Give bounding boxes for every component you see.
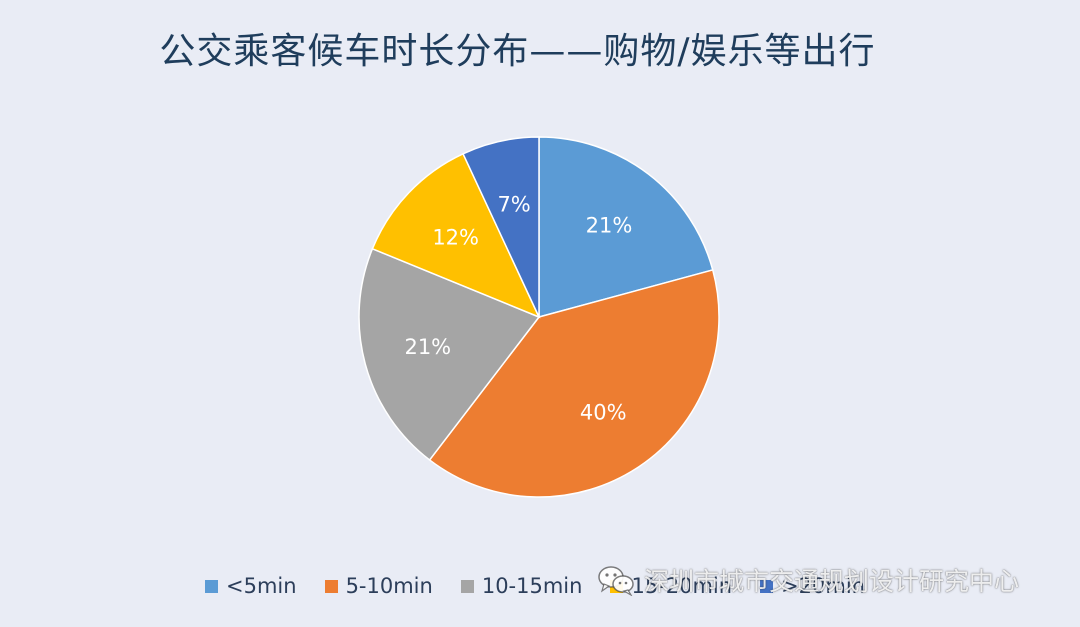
legend-swatch xyxy=(460,579,474,593)
legend-item-lt5: <5min xyxy=(205,574,297,598)
data-label-lt5: 21% xyxy=(586,214,633,238)
legend-label: 10-15min xyxy=(481,574,583,598)
legend-label: <5min xyxy=(226,574,297,598)
data-label-5-10: 40% xyxy=(580,401,627,425)
pie-slice-10-15 xyxy=(358,247,541,461)
pie-slice-15-20 xyxy=(371,152,541,319)
legend-item-10-15: 10-15min xyxy=(460,574,583,598)
watermark-text: 深圳市城市交通规划设计研究中心 xyxy=(644,567,1020,596)
pie-slice-lt5 xyxy=(538,136,714,318)
data-label-10-15: 21% xyxy=(404,335,451,359)
legend-label: 15-20min xyxy=(631,574,733,598)
legend-swatch xyxy=(760,579,774,593)
legend-label: >20min xyxy=(781,574,865,598)
chart-title: 公交乘客候车时长分布——购物/娱乐等出行 xyxy=(159,31,876,72)
legend-swatch xyxy=(205,579,218,593)
wechat-icon xyxy=(598,566,634,596)
data-label-gt20: 7% xyxy=(497,193,530,217)
legend-swatch xyxy=(324,579,338,593)
pie-slice-5-10 xyxy=(428,269,720,498)
legend-item-gt20: >20min xyxy=(760,574,865,598)
chart-legend: <5min 5-10min 10-15min 15-20min >20min xyxy=(205,570,865,602)
pie-slice-gt20 xyxy=(462,136,540,318)
data-label-15-20: 12% xyxy=(432,225,479,249)
watermark: 深圳市城市交通规划设计研究中心 xyxy=(596,560,1019,600)
legend-item-5-10: 5-10min xyxy=(324,574,433,598)
legend-label: 5-10min xyxy=(345,574,433,598)
